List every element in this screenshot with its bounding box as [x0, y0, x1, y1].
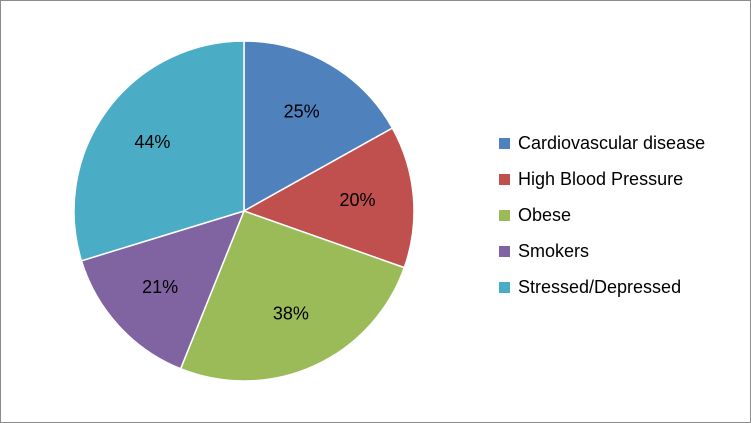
legend-label-stressed-depressed: Stressed/Depressed — [518, 276, 682, 297]
pie-slice-high-blood-pressure — [242, 127, 415, 269]
legend-item-high-blood-pressure: High Blood Pressure — [499, 161, 744, 197]
legend: Cardiovascular disease High Blood Pressu… — [499, 125, 744, 305]
data-label-stressed-depressed: 44% — [134, 132, 170, 152]
legend-swatch-obese — [499, 209, 510, 221]
legend-swatch-stressed-depressed — [499, 281, 510, 293]
legend-label-cardiovascular-disease: Cardiovascular disease — [518, 132, 706, 153]
pie-slice-cardiovascular-disease — [243, 40, 394, 213]
data-label-obese: 38% — [273, 304, 309, 324]
legend-swatch-high-blood-pressure — [499, 173, 510, 185]
legend-label-smokers: Smokers — [518, 240, 590, 261]
legend-label-obese: Obese — [518, 204, 572, 225]
data-label-high-blood-pressure: 20% — [339, 190, 375, 210]
legend-label-high-blood-pressure: High Blood Pressure — [518, 168, 684, 189]
legend-item-smokers: Smokers — [499, 233, 744, 269]
legend-item-stressed-depressed: Stressed/Depressed — [499, 269, 744, 305]
legend-swatch-smokers — [499, 245, 510, 257]
legend-item-cardiovascular-disease: Cardiovascular disease — [499, 125, 744, 161]
pie-slice-obese — [179, 210, 406, 382]
legend-swatch-cardiovascular-disease — [499, 137, 510, 149]
pie-slice-smokers — [80, 209, 246, 370]
pie-slice-stressed-depressed — [73, 40, 245, 262]
legend-item-obese: Obese — [499, 197, 744, 233]
data-label-smokers: 21% — [142, 277, 178, 297]
data-label-cardiovascular-disease: 25% — [284, 102, 320, 122]
